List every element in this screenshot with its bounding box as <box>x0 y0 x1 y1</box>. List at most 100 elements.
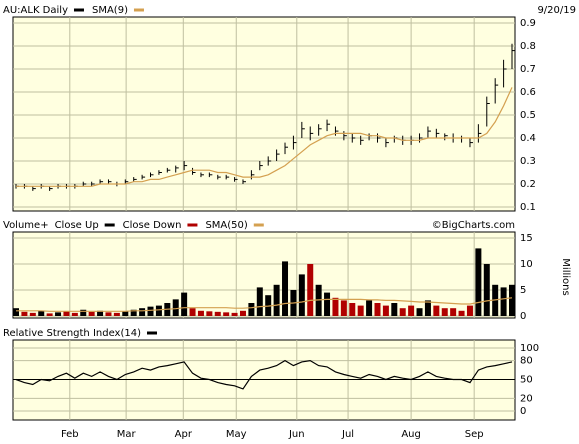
volume-bar <box>416 308 423 316</box>
volume-bar <box>231 312 238 316</box>
volume-bar <box>71 312 78 316</box>
volume-bar <box>408 305 415 316</box>
volume-bar <box>206 311 213 316</box>
y-tick-label: 10 <box>520 259 533 270</box>
volume-bar <box>122 311 129 316</box>
x-tick-label: Jun <box>288 429 305 440</box>
volume-bar <box>441 308 448 316</box>
x-tick-label: May <box>226 429 247 440</box>
volume-bar <box>21 311 28 316</box>
line <box>16 87 513 187</box>
volume-bar <box>113 312 120 316</box>
legend-swatch <box>187 223 198 227</box>
volume-bar <box>340 300 347 316</box>
y-tick-label: 0.4 <box>520 133 536 144</box>
y-tick-label: 80 <box>520 356 533 367</box>
panel <box>12 231 516 319</box>
volume-bar <box>63 311 70 316</box>
panel-title: AU:ALK Daily <box>3 5 68 16</box>
volume-bar <box>332 297 339 316</box>
y-axis-label: Millions <box>560 258 571 295</box>
credit: ©BigCharts.com <box>432 220 515 231</box>
x-tick-label: Apr <box>175 429 193 440</box>
panel-title: Relative Strength Index(14) <box>3 328 141 339</box>
volume-bar <box>382 305 389 316</box>
legend-label: SMA(9) <box>92 5 128 16</box>
volume-bar <box>46 313 53 316</box>
volume-bar <box>55 312 62 316</box>
line <box>16 297 513 312</box>
y-tick-label: 50 <box>520 375 533 386</box>
volume-bar <box>366 300 373 316</box>
y-tick-label: 0.3 <box>520 156 536 167</box>
y-tick-label: 0 <box>520 311 526 322</box>
volume-bar <box>500 287 507 316</box>
volume-bar <box>374 303 381 316</box>
legend-label: Close Up <box>55 220 99 231</box>
line <box>15 359 513 390</box>
panel <box>12 16 516 212</box>
volume-bar <box>298 274 305 316</box>
volume-bar <box>214 311 221 316</box>
volume-bar <box>223 312 230 316</box>
volume-bar <box>324 292 331 316</box>
x-tick-label: Mar <box>117 429 137 440</box>
x-tick-label: Aug <box>401 429 421 440</box>
y-tick-label: 0.1 <box>520 202 536 213</box>
volume-bar <box>139 308 146 316</box>
volume-bar <box>105 312 112 316</box>
volume-bar <box>155 305 162 316</box>
y-tick-label: 5 <box>520 285 526 296</box>
volume-bar <box>97 310 104 316</box>
volume-bar <box>248 303 255 316</box>
volume-bar <box>307 264 314 316</box>
legend-label: Close Down <box>123 220 182 231</box>
volume-bar <box>273 284 280 316</box>
y-tick-label: 0.5 <box>520 110 536 121</box>
volume-bar <box>189 308 196 316</box>
y-tick-label: 0.7 <box>520 64 536 75</box>
volume-bar <box>88 311 95 316</box>
y-tick-label: 100 <box>520 343 539 354</box>
volume-bar <box>282 261 289 316</box>
volume-bar <box>197 310 204 316</box>
legend-swatch <box>104 223 115 227</box>
y-tick-label: 20 <box>520 393 533 404</box>
y-tick-label: 0.8 <box>520 41 536 52</box>
volume-bar <box>130 309 137 316</box>
volume-bar <box>466 305 473 316</box>
legend-swatch <box>73 8 84 12</box>
y-tick-label: 15 <box>520 233 533 244</box>
x-tick-label: Feb <box>61 429 79 440</box>
volume-bar <box>450 308 457 316</box>
volume-bar <box>80 309 87 316</box>
panel-title: Volume+ <box>3 220 49 231</box>
y-tick-label: 0.2 <box>520 179 536 190</box>
legend-swatch <box>133 8 144 12</box>
volume-bar <box>239 310 246 316</box>
y-tick-label: 0 <box>520 406 526 417</box>
volume-bar <box>357 305 364 316</box>
volume-bar <box>13 308 19 316</box>
volume-bar <box>29 312 36 316</box>
volume-bar <box>147 306 154 316</box>
y-tick-label: 0.9 <box>520 18 536 29</box>
x-tick-label: Jul <box>341 429 354 440</box>
volume-bar <box>475 248 482 316</box>
legend-label: SMA(50) <box>205 220 247 231</box>
legend-swatch <box>253 223 264 227</box>
volume-bar <box>483 264 490 316</box>
volume-bar <box>399 308 406 316</box>
volume-bar <box>391 303 398 316</box>
volume-bar <box>433 305 440 316</box>
volume-bar <box>38 310 45 316</box>
chart-date: 9/20/19 <box>537 5 576 16</box>
y-tick-label: 0.6 <box>520 87 536 98</box>
volume-bar <box>349 303 356 316</box>
volume-bar <box>172 299 179 316</box>
x-tick-label: Sep <box>465 429 484 440</box>
volume-bar <box>256 287 263 316</box>
volume-bar <box>458 310 465 316</box>
legend-swatch <box>147 331 157 335</box>
